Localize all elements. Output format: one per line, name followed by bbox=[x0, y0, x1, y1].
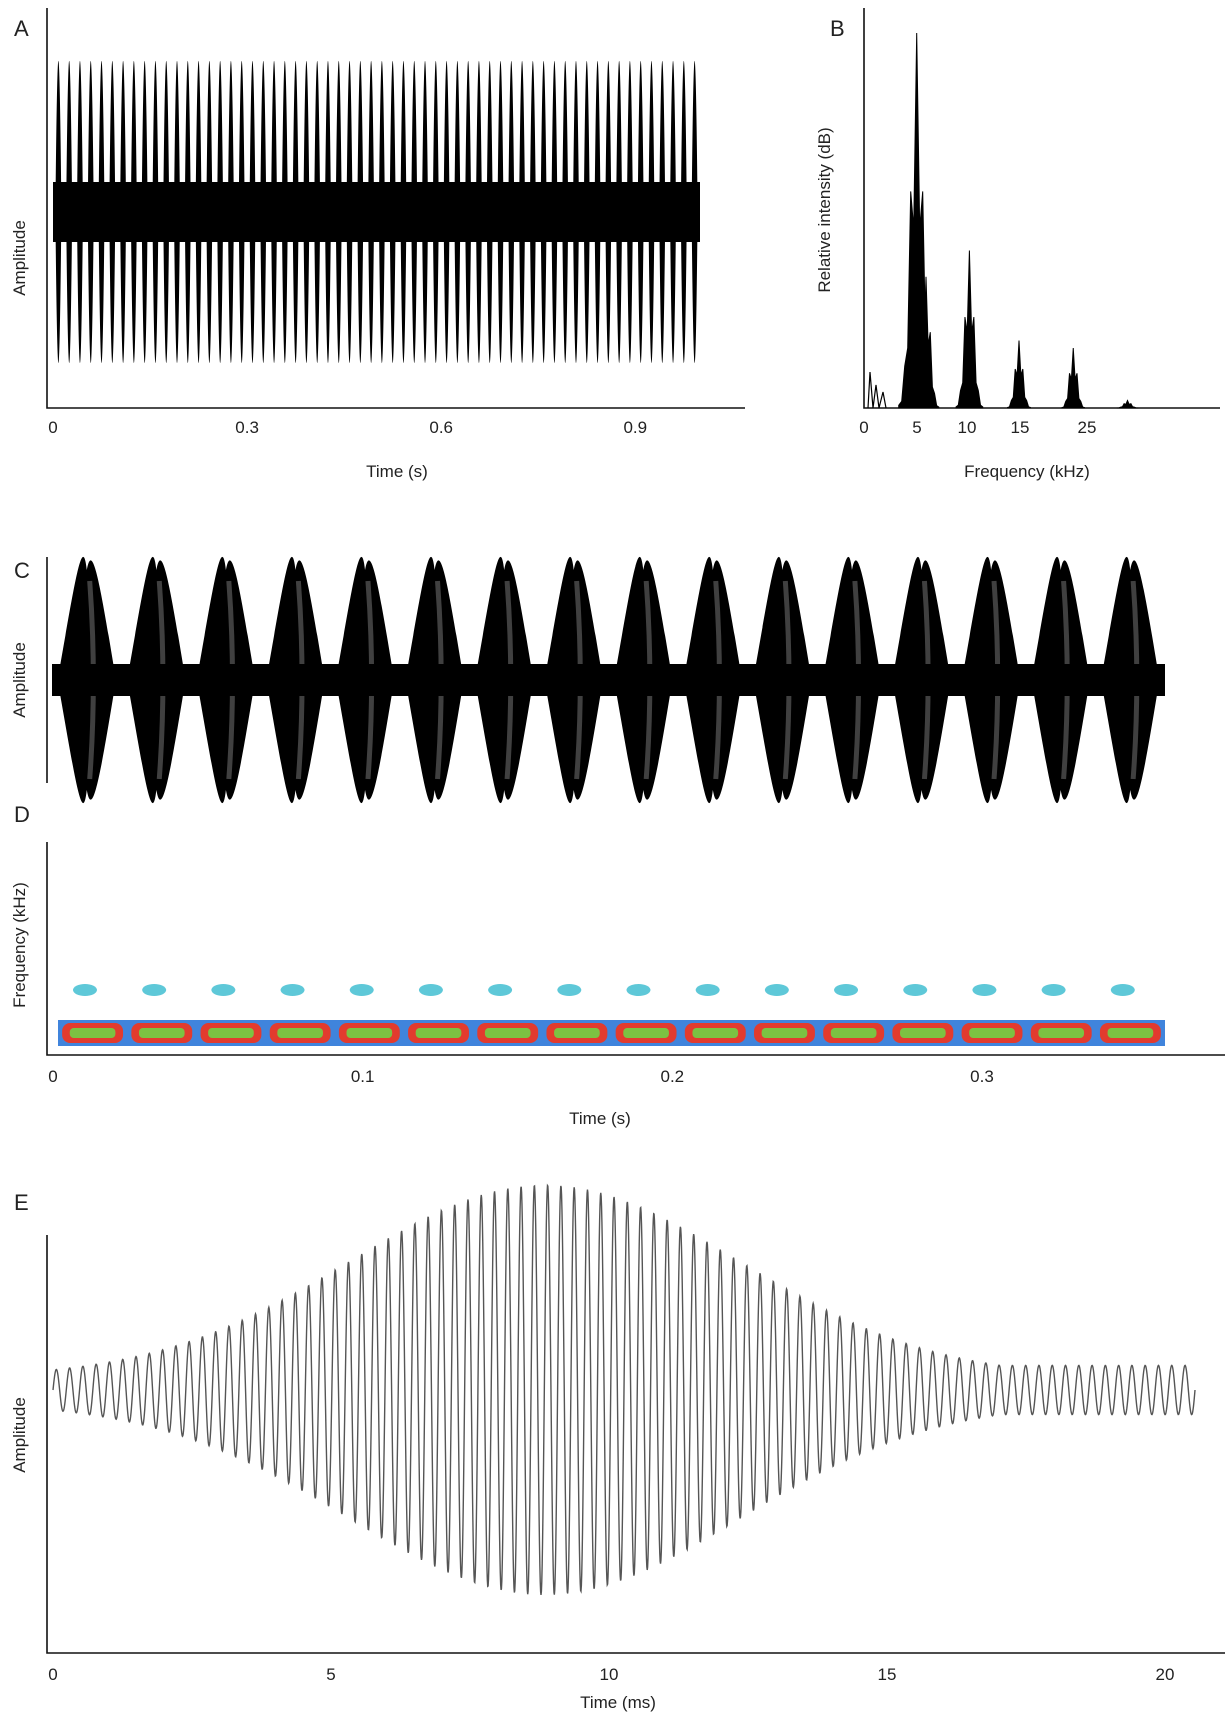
panel-a-tick-0.9: 0.9 bbox=[623, 418, 647, 437]
panel-c: C Amplitude bbox=[10, 556, 1165, 804]
panel-b-letter: B bbox=[830, 16, 845, 41]
panel-d-pulse-core-12 bbox=[830, 1028, 877, 1038]
panel-d-letter: D bbox=[14, 802, 30, 827]
panel-d-ylabel: Frequency (kHz) bbox=[10, 882, 29, 1008]
panel-a: A Amplitude 0 0.3 0.6 0.9 Time (s) bbox=[10, 8, 745, 481]
panel-d-tick-0.1: 0.1 bbox=[351, 1067, 375, 1086]
panel-a-tick-0.6: 0.6 bbox=[429, 418, 453, 437]
panel-b-tick-0: 0 bbox=[859, 418, 868, 437]
panel-d: D Frequency (kHz) 0 0.1 0.2 0.3 Time (s) bbox=[10, 802, 1225, 1128]
panel-b-tick-5: 5 bbox=[912, 418, 921, 437]
panel-b-axes bbox=[863, 8, 1220, 409]
panel-d-harmonic-1 bbox=[72, 984, 97, 996]
panel-b-tick-10: 10 bbox=[958, 418, 977, 437]
panel-d-harmonic-3 bbox=[211, 984, 236, 996]
panel-e: E Amplitude 0 5 10 15 20 Time (ms) bbox=[10, 1183, 1225, 1712]
panel-d-xlabel: Time (s) bbox=[569, 1109, 631, 1128]
panel-d-pulse-core-9 bbox=[623, 1028, 669, 1038]
panel-e-axes bbox=[46, 1235, 1225, 1654]
panel-d-harmonic-5 bbox=[349, 984, 374, 996]
panel-b-tick-15: 15 bbox=[1011, 418, 1030, 437]
panel-d-pulse-core-3 bbox=[208, 1028, 254, 1038]
panel-d-harmonic-15 bbox=[1041, 984, 1066, 996]
panel-d-pulse-core-6 bbox=[415, 1028, 462, 1038]
panel-a-letter: A bbox=[14, 16, 29, 41]
panel-e-xticks: 0 5 10 15 20 bbox=[48, 1665, 1174, 1684]
panel-d-tick-0.2: 0.2 bbox=[661, 1067, 685, 1086]
panel-d-pulse-core-11 bbox=[761, 1028, 808, 1038]
panel-e-xlabel: Time (ms) bbox=[580, 1693, 656, 1712]
panel-d-pulse-core-8 bbox=[554, 1028, 600, 1038]
panel-e-tick-15: 15 bbox=[878, 1665, 897, 1684]
panel-d-xticks: 0 0.1 0.2 0.3 bbox=[48, 1067, 994, 1086]
panel-d-harmonic-14 bbox=[972, 984, 997, 996]
panel-a-xticks: 0 0.3 0.6 0.9 bbox=[48, 418, 647, 437]
panel-b-peak-4 bbox=[1061, 347, 1086, 409]
panel-b-peak-1 bbox=[912, 276, 940, 409]
panel-a-tick-0: 0 bbox=[48, 418, 57, 437]
panel-d-tick-0.3: 0.3 bbox=[970, 1067, 994, 1086]
panel-d-harmonic-8 bbox=[557, 984, 582, 996]
panel-b-peak-3 bbox=[1007, 340, 1031, 409]
panel-d-pulse-core-5 bbox=[346, 1028, 393, 1038]
panel-e-waveform bbox=[52, 1183, 1196, 1596]
panel-c-letter: C bbox=[14, 558, 30, 583]
panel-d-harmonic-16 bbox=[1110, 984, 1135, 996]
panel-a-waveform bbox=[53, 60, 700, 364]
panel-d-harmonic-6 bbox=[418, 984, 443, 996]
panel-d-harmonic-12 bbox=[834, 984, 859, 996]
panel-b-tick-25: 25 bbox=[1078, 418, 1097, 437]
panel-a-ylabel: Amplitude bbox=[10, 220, 29, 296]
panel-b-noise bbox=[867, 371, 887, 409]
panel-e-tick-20: 20 bbox=[1156, 1665, 1175, 1684]
panel-d-axes bbox=[46, 842, 1225, 1056]
panel-e-tick-10: 10 bbox=[600, 1665, 619, 1684]
panel-e-letter: E bbox=[14, 1190, 29, 1215]
panel-d-pulse-core-4 bbox=[277, 1028, 323, 1038]
panel-d-harmonic-11 bbox=[764, 984, 789, 996]
panel-d-pulse-core-2 bbox=[138, 1028, 185, 1038]
panel-d-harmonic-13 bbox=[903, 984, 928, 996]
panel-d-pulse-core-14 bbox=[969, 1028, 1015, 1038]
panel-d-harmonic-2 bbox=[142, 984, 167, 996]
panel-b-peak-2 bbox=[955, 250, 984, 409]
panel-d-pulse-core-1 bbox=[69, 1028, 116, 1038]
panel-a-axes bbox=[46, 8, 745, 409]
panel-e-carrier bbox=[52, 1183, 1196, 1596]
panel-b-spectrum bbox=[867, 32, 1139, 409]
panel-d-pulse-core-16 bbox=[1107, 1028, 1154, 1038]
panel-e-tick-5: 5 bbox=[326, 1665, 335, 1684]
panel-b-peak-5 bbox=[1116, 399, 1139, 409]
panel-d-pulse-core-7 bbox=[484, 1028, 531, 1038]
panel-b-xlabel: Frequency (kHz) bbox=[964, 462, 1090, 481]
panel-d-pulse-core-15 bbox=[1038, 1028, 1085, 1038]
panel-c-ylabel: Amplitude bbox=[10, 642, 29, 718]
panel-e-tick-0: 0 bbox=[48, 1665, 57, 1684]
panel-d-harmonic-10 bbox=[695, 984, 720, 996]
panel-a-band bbox=[53, 182, 700, 242]
panel-a-xlabel: Time (s) bbox=[366, 462, 428, 481]
panel-c-band bbox=[52, 664, 1165, 696]
panel-d-spectrogram bbox=[58, 984, 1165, 1046]
panel-d-harmonic-9 bbox=[626, 984, 651, 996]
panel-a-tick-0.3: 0.3 bbox=[235, 418, 259, 437]
panel-c-waveform bbox=[52, 556, 1165, 804]
panel-d-tick-0: 0 bbox=[48, 1067, 57, 1086]
panel-e-ylabel: Amplitude bbox=[10, 1397, 29, 1473]
panel-d-pulse-core-10 bbox=[692, 1028, 739, 1038]
panel-d-pulse-core-13 bbox=[900, 1028, 946, 1038]
panel-d-harmonic-4 bbox=[280, 984, 305, 996]
panel-b-ylabel: Relative intensity (dB) bbox=[815, 127, 834, 292]
panel-d-harmonic-7 bbox=[488, 984, 513, 996]
panel-b-xticks: 0 5 10 15 25 bbox=[859, 418, 1096, 437]
panel-b: B Relative intensity (dB) 0 5 10 15 25 Frequ… bbox=[815, 8, 1220, 481]
